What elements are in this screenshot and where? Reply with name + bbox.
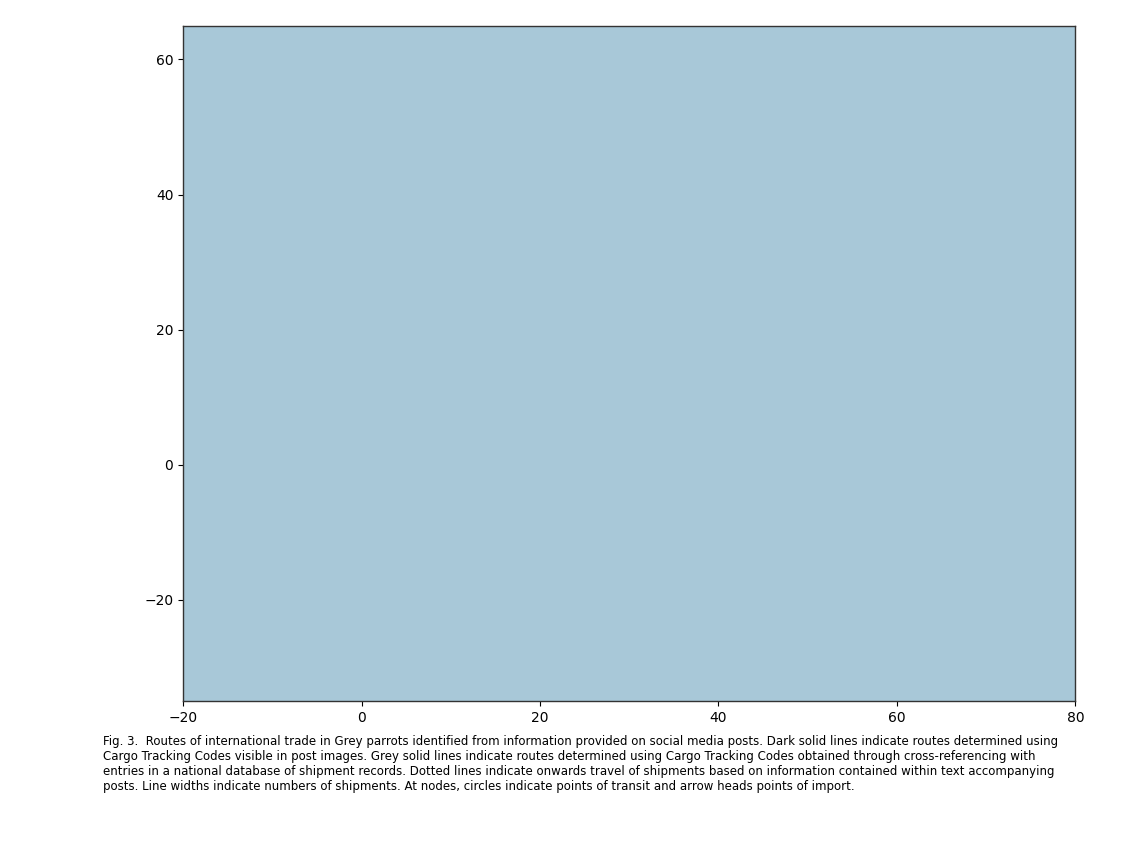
- Text: Fig. 3.  Routes of international trade in Grey parrots identified from informati: Fig. 3. Routes of international trade in…: [103, 735, 1058, 793]
